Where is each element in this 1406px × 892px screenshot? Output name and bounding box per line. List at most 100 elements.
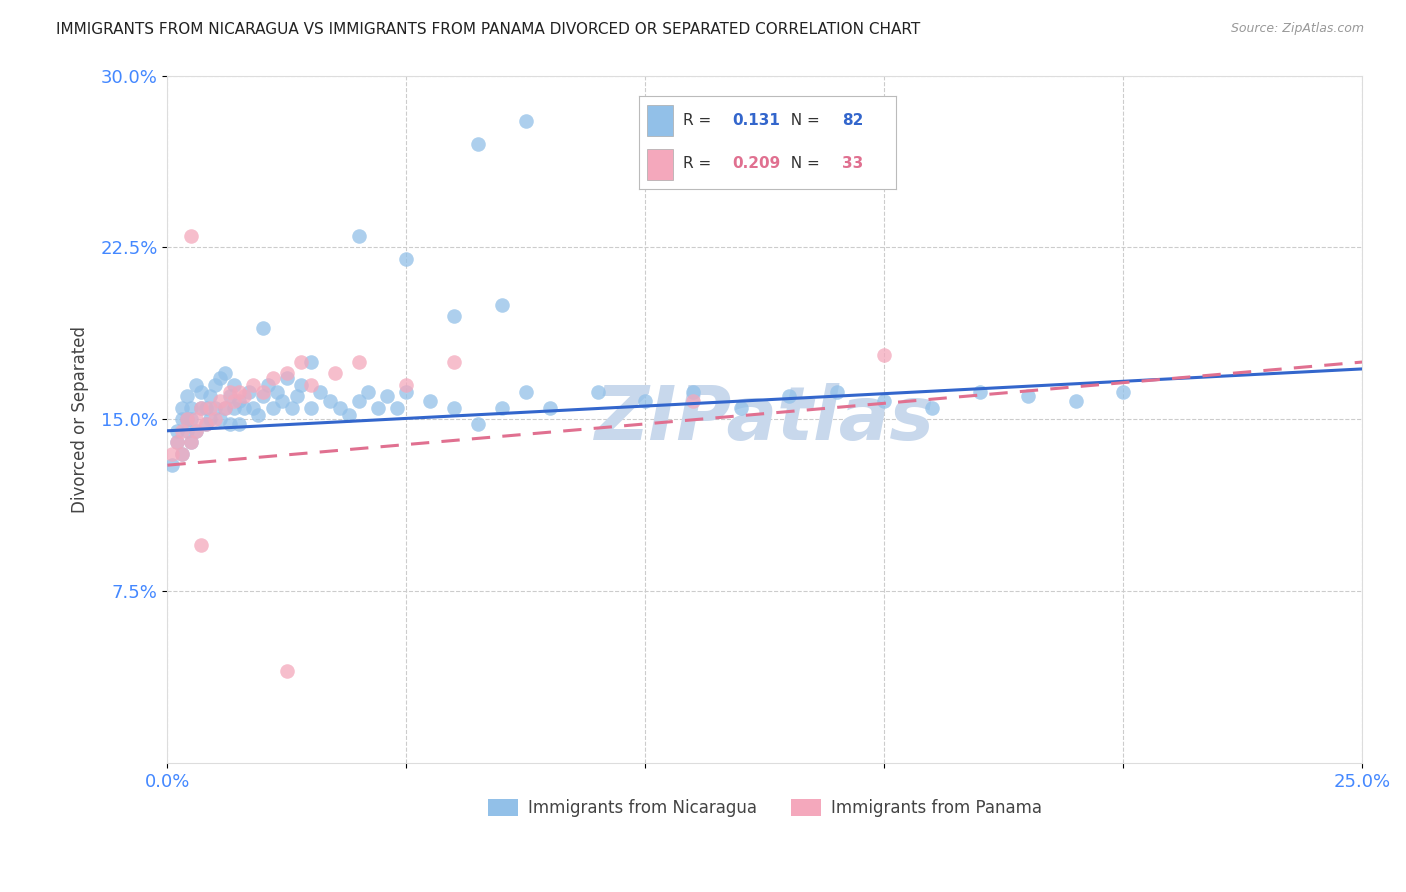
- Point: [180, 435, 202, 450]
- Text: Source: ZipAtlas.com: Source: ZipAtlas.com: [1230, 22, 1364, 36]
- Point: [200, 389, 222, 403]
- Point: [176, 412, 198, 426]
- Point: [276, 367, 298, 381]
- Point: [224, 394, 246, 409]
- Point: [184, 424, 207, 438]
- Point: [262, 401, 284, 415]
- Legend: Immigrants from Nicaragua, Immigrants from Panama: Immigrants from Nicaragua, Immigrants fr…: [482, 792, 1049, 823]
- Point: [290, 378, 312, 392]
- Point: [200, 412, 222, 426]
- Point: [299, 378, 322, 392]
- Point: [252, 320, 274, 334]
- Point: [184, 424, 207, 438]
- Point: [367, 401, 389, 415]
- Point: [443, 401, 465, 415]
- Point: [170, 447, 193, 461]
- Point: [184, 378, 207, 392]
- Point: [262, 371, 284, 385]
- Text: IMMIGRANTS FROM NICARAGUA VS IMMIGRANTS FROM PANAMA DIVORCED OR SEPARATED CORREL: IMMIGRANTS FROM NICARAGUA VS IMMIGRANTS …: [56, 22, 921, 37]
- Point: [190, 401, 212, 415]
- Point: [252, 384, 274, 399]
- Point: [491, 298, 513, 312]
- Point: [166, 435, 188, 450]
- Point: [204, 378, 226, 392]
- Point: [586, 384, 609, 399]
- Point: [271, 394, 294, 409]
- Point: [190, 401, 212, 415]
- Point: [778, 389, 800, 403]
- Point: [515, 114, 537, 128]
- Point: [232, 389, 254, 403]
- Point: [170, 424, 193, 438]
- Point: [347, 394, 370, 409]
- Point: [337, 408, 360, 422]
- Point: [176, 389, 198, 403]
- Point: [204, 412, 226, 426]
- Point: [214, 401, 236, 415]
- Point: [347, 355, 370, 369]
- Point: [242, 378, 264, 392]
- Point: [160, 447, 183, 461]
- Point: [228, 394, 250, 409]
- Point: [280, 401, 302, 415]
- Point: [252, 389, 274, 403]
- Point: [218, 389, 240, 403]
- Point: [419, 394, 441, 409]
- Point: [682, 384, 704, 399]
- Point: [190, 538, 212, 552]
- Point: [224, 378, 246, 392]
- Point: [266, 384, 288, 399]
- Point: [200, 401, 222, 415]
- Point: [491, 401, 513, 415]
- Point: [180, 229, 202, 244]
- Point: [170, 412, 193, 426]
- Point: [1064, 394, 1087, 409]
- Point: [730, 401, 752, 415]
- Point: [290, 355, 312, 369]
- Point: [214, 401, 236, 415]
- Point: [180, 412, 202, 426]
- Point: [204, 401, 226, 415]
- Point: [347, 229, 370, 244]
- Point: [184, 412, 207, 426]
- Point: [176, 412, 198, 426]
- Point: [1017, 389, 1039, 403]
- Point: [825, 384, 848, 399]
- Point: [170, 401, 193, 415]
- Point: [208, 371, 231, 385]
- Point: [180, 401, 202, 415]
- Point: [194, 417, 217, 431]
- Point: [299, 401, 322, 415]
- Point: [228, 417, 250, 431]
- Point: [385, 401, 408, 415]
- Point: [357, 384, 380, 399]
- Point: [180, 435, 202, 450]
- Point: [375, 389, 398, 403]
- Point: [395, 378, 418, 392]
- Point: [160, 458, 183, 472]
- Point: [395, 252, 418, 266]
- Point: [285, 389, 308, 403]
- Y-axis label: Divorced or Separated: Divorced or Separated: [72, 326, 89, 513]
- Point: [299, 355, 322, 369]
- Point: [276, 665, 298, 679]
- Point: [256, 378, 278, 392]
- Point: [247, 408, 270, 422]
- Point: [443, 355, 465, 369]
- Point: [170, 447, 193, 461]
- Point: [166, 424, 188, 438]
- Point: [467, 417, 489, 431]
- Point: [190, 384, 212, 399]
- Point: [395, 384, 418, 399]
- Point: [873, 348, 896, 362]
- Point: [538, 401, 561, 415]
- Point: [467, 137, 489, 152]
- Point: [328, 401, 350, 415]
- Point: [309, 384, 332, 399]
- Point: [224, 401, 246, 415]
- Point: [176, 424, 198, 438]
- Point: [323, 367, 346, 381]
- Point: [238, 384, 260, 399]
- Point: [634, 394, 657, 409]
- Point: [194, 401, 217, 415]
